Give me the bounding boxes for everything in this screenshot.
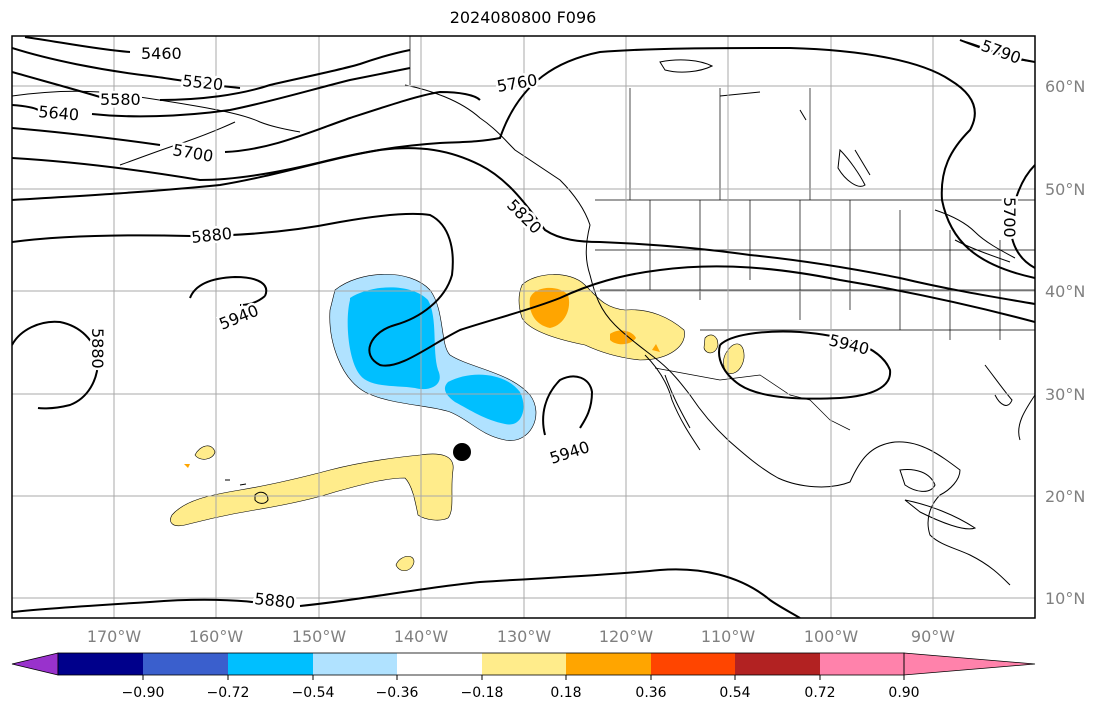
contour-label-5460: 5460 bbox=[141, 44, 182, 63]
storm-position-marker bbox=[453, 443, 471, 461]
colorbar-segment-4 bbox=[397, 653, 482, 675]
canadian-provinces bbox=[409, 36, 811, 200]
arctic-islands bbox=[659, 59, 871, 176]
contour-5880-north bbox=[12, 212, 1035, 367]
yucatan bbox=[899, 469, 936, 492]
lon-label-100w: 100°W bbox=[804, 627, 859, 646]
graticule bbox=[12, 36, 1035, 618]
longitude-labels: 170°W 160°W 150°W 140°W 130°W 120°W 110°… bbox=[87, 627, 955, 646]
contour-label-5580: 5580 bbox=[100, 90, 141, 109]
positive-anomaly-small-3 bbox=[184, 464, 190, 468]
negative-anomaly-core-south bbox=[444, 374, 524, 425]
contour-5820 bbox=[12, 147, 1035, 305]
north-america-coastline bbox=[404, 84, 1035, 586]
lat-label-40n: 40°N bbox=[1045, 282, 1085, 301]
lon-label-110w: 110°W bbox=[701, 627, 756, 646]
colorbar-tick-label: 0.90 bbox=[888, 685, 919, 701]
contour-5880-west bbox=[12, 320, 100, 410]
us-mexico-border bbox=[654, 367, 851, 431]
contour-5940-east bbox=[718, 330, 892, 400]
contour-5700-west bbox=[12, 90, 481, 153]
positive-anomaly-southwest-1 bbox=[703, 334, 719, 354]
lon-label-150w: 150°W bbox=[292, 627, 347, 646]
contour-5580 bbox=[12, 49, 411, 101]
colorbar-tick-label: 0.54 bbox=[719, 685, 750, 701]
height-contours bbox=[12, 36, 1035, 618]
latitude-labels: 60°N 50°N 40°N 30°N 20°N 10°N bbox=[1045, 77, 1085, 608]
contour-label-5880-west: 5880 bbox=[88, 328, 107, 369]
positive-anomaly-socal-core bbox=[610, 330, 636, 345]
contour-label-5640: 5640 bbox=[38, 102, 80, 124]
contour-5640 bbox=[12, 67, 411, 118]
contour-5700-east bbox=[1008, 164, 1035, 269]
lon-label-140w: 140°W bbox=[394, 627, 449, 646]
map-title: 2024080800 F096 bbox=[449, 8, 597, 27]
colorbar-segment-9 bbox=[820, 653, 904, 675]
contour-5790 bbox=[959, 39, 1035, 63]
hudson-bay bbox=[837, 148, 866, 187]
colorbar: −0.90 −0.72 −0.54 −0.36 −0.18 0.18 0.36 … bbox=[11, 652, 1036, 701]
shaded-anomaly-layer bbox=[170, 274, 745, 571]
contour-5940-north bbox=[189, 275, 268, 306]
contour-5760 bbox=[12, 46, 1035, 279]
colorbar-tick-label: 0.72 bbox=[804, 685, 835, 701]
contour-5520 bbox=[12, 47, 241, 89]
colorbar-tick-label: −0.54 bbox=[292, 685, 335, 701]
colorbar-segment-8 bbox=[735, 653, 820, 675]
colorbar-tick-labels: −0.90 −0.72 −0.54 −0.36 −0.18 0.18 0.36 … bbox=[122, 685, 920, 701]
hawaii-islands bbox=[225, 479, 269, 504]
colorbar-segment-2 bbox=[228, 653, 313, 675]
colorbar-tick-label: 0.18 bbox=[550, 685, 581, 701]
colorbar-segment-6 bbox=[566, 653, 651, 675]
contour-5460 bbox=[24, 36, 131, 53]
colorbar-frame bbox=[57, 652, 905, 676]
colorbar-extend-low bbox=[11, 652, 59, 676]
colorbar-tick-label: −0.90 bbox=[122, 685, 165, 701]
positive-anomaly-southwest-2 bbox=[723, 343, 745, 374]
colorbar-segment-1 bbox=[143, 653, 228, 675]
negative-anomaly-core-north bbox=[347, 287, 440, 390]
positive-anomaly-socal-dot bbox=[652, 344, 660, 352]
lat-label-60n: 60°N bbox=[1045, 77, 1085, 96]
contour-5880-south bbox=[12, 568, 801, 618]
positive-anomaly-small-1 bbox=[194, 445, 216, 460]
lat-label-20n: 20°N bbox=[1045, 487, 1085, 506]
lon-label-90w: 90°W bbox=[911, 627, 955, 646]
colorbar-segment-7 bbox=[651, 653, 735, 675]
colorbar-segment-3 bbox=[313, 653, 397, 675]
positive-anomaly-small-2 bbox=[395, 556, 415, 571]
colorbar-segment-5 bbox=[482, 653, 566, 675]
contour-label-5700-east: 5700 bbox=[1000, 197, 1019, 238]
lat-label-10n: 10°N bbox=[1045, 589, 1085, 608]
boundary-layer bbox=[409, 36, 1035, 431]
colorbar-tick-label: −0.72 bbox=[207, 685, 250, 701]
map-frame bbox=[11, 35, 1036, 619]
lon-label-170w: 170°W bbox=[87, 627, 142, 646]
alaska-coastline bbox=[12, 90, 301, 166]
coastline-layer bbox=[12, 39, 1035, 586]
lon-label-160w: 160°W bbox=[189, 627, 244, 646]
colorbar-tick-label: 0.36 bbox=[635, 685, 666, 701]
colorbar-tick-label: −0.18 bbox=[461, 685, 504, 701]
colorbar-ticks bbox=[142, 675, 905, 680]
positive-anomaly-hawaii-band bbox=[170, 453, 454, 527]
colorbar-segment-0 bbox=[58, 653, 143, 675]
contour-5940-south bbox=[542, 375, 594, 436]
lon-label-130w: 130°W bbox=[497, 627, 552, 646]
great-lakes bbox=[934, 209, 1016, 263]
florida bbox=[984, 364, 1013, 406]
colorbar-tick-label: −0.36 bbox=[376, 685, 419, 701]
lat-label-30n: 30°N bbox=[1045, 385, 1085, 404]
lon-label-120w: 120°W bbox=[599, 627, 654, 646]
colorbar-extend-high bbox=[903, 652, 1036, 676]
lat-label-50n: 50°N bbox=[1045, 180, 1085, 199]
